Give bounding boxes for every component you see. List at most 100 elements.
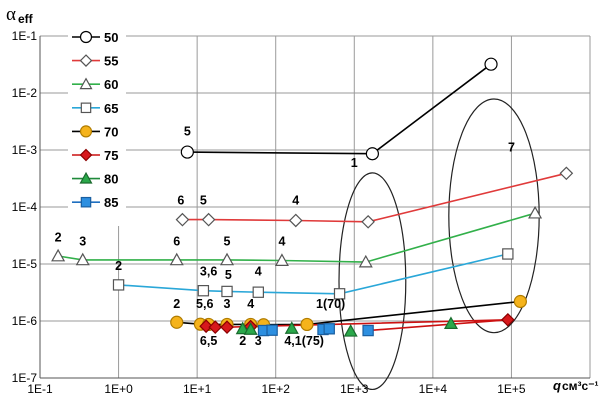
annotation-label: 3,6 xyxy=(200,264,217,278)
point-series-65 xyxy=(252,286,264,298)
point-series-55 xyxy=(201,212,216,227)
grid xyxy=(39,35,591,379)
y-tick-label: 1E-7 xyxy=(12,371,38,385)
x-tick-label: 1E+1 xyxy=(183,382,212,396)
point-series-65 xyxy=(197,285,210,297)
point-series-60 xyxy=(51,248,66,262)
connector-line xyxy=(368,318,508,332)
annotation-label: 3 xyxy=(224,297,231,311)
legend-label-85: 85 xyxy=(104,195,118,210)
point-series-70 xyxy=(513,294,527,309)
annotation-label: 4,1(75) xyxy=(284,334,324,348)
annotation-label: 6 xyxy=(173,235,180,249)
annotation-label: 4 xyxy=(255,264,262,278)
point-series-50 xyxy=(180,145,194,159)
annotation-label: 3 xyxy=(79,235,86,249)
y-tick-label: 1E-1 xyxy=(12,29,38,43)
point-series-80 xyxy=(343,324,358,337)
point-series-80 xyxy=(284,321,299,334)
annotation-label: 2 xyxy=(173,297,180,311)
legend-label-60: 60 xyxy=(104,77,118,92)
point-series-80 xyxy=(443,316,458,330)
legend-marker-65 xyxy=(80,102,92,114)
legend-label-55: 55 xyxy=(104,54,118,69)
annotation-label: 5,6 xyxy=(196,297,213,311)
grouping-ellipse xyxy=(338,172,407,391)
series-lines xyxy=(57,63,567,332)
legend-label-65: 65 xyxy=(104,101,118,116)
point-series-85 xyxy=(266,324,278,336)
point-series-65 xyxy=(502,248,514,260)
annotation-label: 6 xyxy=(177,194,184,208)
series-markers xyxy=(51,57,574,337)
point-series-50 xyxy=(484,57,498,71)
legend-marker-55 xyxy=(79,54,93,67)
legend-marker-60 xyxy=(79,77,93,90)
annotation-label: 2 xyxy=(115,259,122,273)
series-line-50 xyxy=(187,63,492,155)
point-series-60 xyxy=(219,252,235,266)
point-series-70 xyxy=(300,317,314,332)
axis-labels: α eff q см³с⁻¹ xyxy=(6,4,599,393)
point-series-55 xyxy=(559,166,574,181)
series-line-55 xyxy=(182,172,567,223)
annotation-label: 5 xyxy=(225,268,232,282)
legend-marker-75 xyxy=(79,148,93,162)
point-series-55 xyxy=(288,213,303,228)
legend: 50 55 60 65 70 75 80 85 xyxy=(68,28,126,226)
x-tick-label: 1E+2 xyxy=(262,382,291,396)
annotation-label: 7 xyxy=(508,140,515,154)
point-series-85 xyxy=(323,323,335,335)
legend-marker-80 xyxy=(79,171,93,184)
annotation-label: 2 xyxy=(55,230,62,244)
legend-label-75: 75 xyxy=(104,148,118,163)
tick-labels: 1E-1 1E+0 1E+1 1E+2 1E+3 1E+4 1E+5 1E-7 1E-6 1E-5… xyxy=(12,29,526,396)
point-series-60 xyxy=(169,252,184,266)
x-tick-label: 1E+4 xyxy=(419,382,448,396)
y-axis-label-sub: eff xyxy=(18,12,34,26)
annotation-label: 5 xyxy=(224,235,231,249)
point-series-75 xyxy=(208,320,223,334)
x-axis-label-unit: см³с⁻¹ xyxy=(562,379,599,393)
x-tick-label: 1E+5 xyxy=(497,382,526,396)
point-series-75 xyxy=(500,312,515,327)
y-tick-label: 1E-6 xyxy=(12,314,38,328)
point-series-60 xyxy=(75,252,90,266)
point-series-70 xyxy=(170,315,184,329)
point-series-60 xyxy=(528,205,543,219)
x-tick-label: 1E+3 xyxy=(340,382,369,396)
y-axis-label: α xyxy=(6,4,16,25)
legend-marker-50 xyxy=(79,30,93,44)
point-series-60 xyxy=(358,254,373,268)
point-series-65 xyxy=(112,279,125,291)
annotation-label: 5 xyxy=(200,194,207,208)
legend-label-70: 70 xyxy=(104,124,118,139)
point-series-55 xyxy=(175,212,190,227)
annotation-label: 6,5 xyxy=(200,334,217,348)
y-tick-label: 1E-4 xyxy=(12,200,38,214)
legend-marker-70 xyxy=(79,125,93,138)
annotation-label: 4 xyxy=(278,235,285,249)
annotation-label: 4 xyxy=(292,194,299,208)
x-tick-label: 1E+0 xyxy=(104,382,133,396)
y-tick-label: 1E-2 xyxy=(12,86,38,100)
point-series-65 xyxy=(333,288,346,300)
point-series-80 xyxy=(243,322,258,335)
annotation-label: 2 xyxy=(239,334,246,348)
annotation-label: 1 xyxy=(351,156,358,170)
legend-marker-85 xyxy=(80,196,92,208)
point-series-85 xyxy=(362,324,374,337)
annotation-label: 1(70) xyxy=(316,297,345,311)
y-tick-label: 1E-5 xyxy=(12,257,38,271)
x-tick-label: 1E-1 xyxy=(27,382,53,396)
point-series-50 xyxy=(365,147,379,161)
annotation-label: 5 xyxy=(184,124,191,138)
point-series-55 xyxy=(361,214,375,229)
point-series-65 xyxy=(221,285,233,298)
series-line-65 xyxy=(118,253,508,295)
annotation-label: 4 xyxy=(247,297,254,311)
point-series-60 xyxy=(274,253,289,266)
legend-label-50: 50 xyxy=(104,30,118,45)
